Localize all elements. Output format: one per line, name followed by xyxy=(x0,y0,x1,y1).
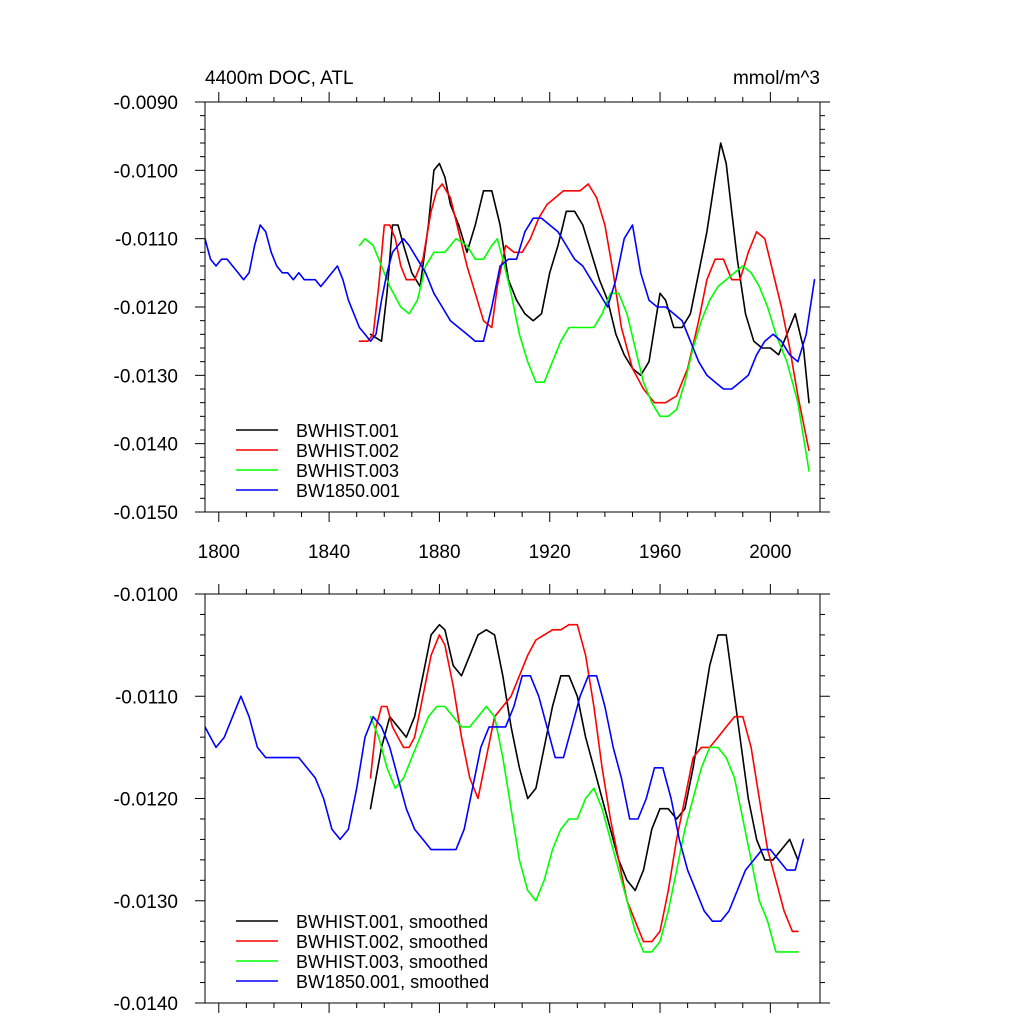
series-line-1 xyxy=(369,623,799,892)
y-tick-label: -0.0140 xyxy=(114,994,178,1015)
legend-label: BWHIST.001 xyxy=(296,421,399,441)
x-tick-label: 1880 xyxy=(418,542,460,563)
series-line-4 xyxy=(205,674,805,923)
legend-label: BWHIST.002, smoothed xyxy=(296,932,488,952)
top-panel: 4400m DOC, ATL mmol/m^3 1800 1840 1880 1920… xyxy=(114,68,830,563)
series-line-3 xyxy=(369,705,799,953)
y-tick-label: -0.0140 xyxy=(114,435,178,456)
series-line-3 xyxy=(358,237,810,472)
legend-label: BW1850.001, smoothed xyxy=(296,972,489,992)
legend-label: BWHIST.002 xyxy=(296,441,399,461)
series-line-1 xyxy=(369,142,810,404)
y-tick-label: -0.0120 xyxy=(114,298,178,319)
y-tick-label: -0.0100 xyxy=(114,585,178,606)
y-tick-label: -0.0130 xyxy=(114,366,178,387)
panel-title: 4400m DOC, ATL xyxy=(205,68,354,89)
y-tick-label: -0.0150 xyxy=(114,503,178,524)
x-tick-label: 1920 xyxy=(529,542,571,563)
legend-label: BWHIST.003, smoothed xyxy=(296,952,488,972)
series-group xyxy=(205,142,816,472)
y-tick-label: -0.0130 xyxy=(114,892,178,913)
x-tick-label: 1800 xyxy=(198,542,240,563)
series-line-4 xyxy=(205,217,816,390)
y-tick-label: -0.0100 xyxy=(114,161,178,182)
series-line-2 xyxy=(369,623,799,943)
series-group xyxy=(205,623,805,953)
bottom-panel: -0.0100 -0.0110 -0.0120 -0.0130 -0.0140 BWHIS… xyxy=(114,584,830,1015)
x-tick-label: 1960 xyxy=(639,542,681,563)
y-tick-label: -0.0120 xyxy=(114,790,178,811)
series-line-2 xyxy=(358,183,810,452)
y-tick-label: -0.0110 xyxy=(115,687,178,708)
y-tick-label: -0.0090 xyxy=(114,93,178,114)
x-tick-label: 1840 xyxy=(308,542,350,563)
units-label: mmol/m^3 xyxy=(733,68,820,89)
y-tick-label: -0.0110 xyxy=(115,230,178,251)
legend-label: BWHIST.003 xyxy=(296,461,399,481)
x-tick-label: 2000 xyxy=(749,542,791,563)
legend-label: BW1850.001 xyxy=(296,481,400,501)
legend-label: BWHIST.001, smoothed xyxy=(296,912,488,932)
